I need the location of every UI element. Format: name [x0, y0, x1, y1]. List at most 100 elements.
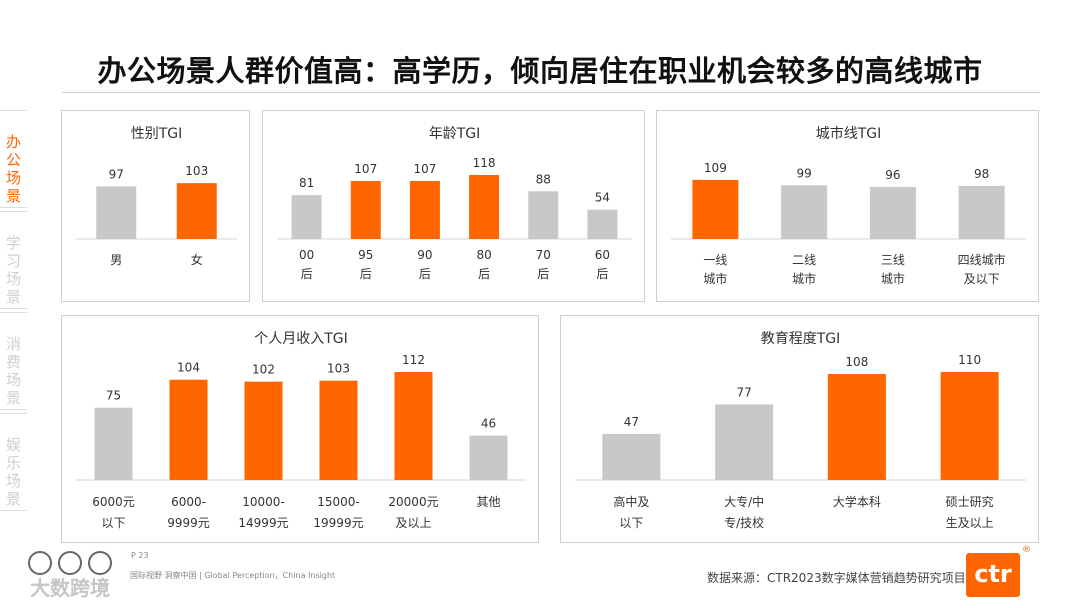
bar	[827, 373, 886, 480]
side-tab-bar: 办公场景 学习场景 消费场景 娱乐场景	[0, 110, 27, 514]
registered-mark: ®	[1022, 545, 1031, 555]
category-label: 高中及	[613, 494, 649, 509]
tgi-chart: 性别TGI 97 男 103 女	[76, 126, 237, 267]
category-label: 三线	[881, 253, 905, 267]
category-label: 90	[417, 248, 432, 262]
side-tab-label: 学习场景	[5, 234, 21, 306]
category-label: 以下	[619, 516, 643, 530]
bar	[528, 191, 559, 239]
data-label: 54	[595, 191, 610, 205]
data-label: 107	[354, 162, 377, 176]
data-label: 81	[299, 176, 314, 190]
side-tab-office[interactable]: 办公场景	[0, 110, 27, 208]
category-label: 后	[360, 267, 372, 281]
data-label: 110	[958, 353, 981, 367]
category-label: 大学本科	[833, 494, 881, 509]
category-label: 一线	[703, 253, 727, 267]
data-label: 97	[109, 167, 124, 181]
city-tier-tgi-panel: 城市线TGI 109 一线 城市 99 二线 城市 96 三线 城市 98 四线城市 及以下	[656, 110, 1039, 302]
category-label: 城市	[792, 271, 816, 286]
category-label: 9999元	[167, 516, 210, 530]
footer-tagline: 国际视野 洞察中国 | Global Perception，China Insi…	[130, 571, 336, 580]
circle-icon	[28, 551, 52, 575]
category-label: 20000元	[388, 495, 438, 509]
page-number: P 23	[131, 551, 149, 560]
bar	[96, 186, 137, 239]
category-label: 14999元	[238, 516, 288, 530]
category-label: 专/技校	[724, 515, 764, 530]
bar	[958, 185, 1005, 239]
bar	[587, 209, 618, 239]
ctr-logo: ctr	[966, 553, 1020, 597]
category-label: 后	[419, 267, 431, 281]
category-label: 其他	[476, 495, 500, 509]
watermark-text: 大数跨境	[30, 576, 110, 600]
category-label: 及以下	[964, 272, 1000, 286]
category-label: 后	[596, 267, 608, 281]
category-label: 80	[476, 248, 491, 262]
tgi-chart: 年龄TGI 81 00 后 107 95 后 107 90 后 118 80 后 88 70 后 54 60 后	[277, 126, 632, 281]
data-label: 109	[704, 161, 727, 175]
chart-title: 性别TGI	[131, 126, 183, 142]
chart-title: 城市线TGI	[816, 125, 882, 142]
data-label: 107	[413, 162, 436, 176]
category-label: 15000-	[317, 495, 360, 509]
category-label: 后	[478, 267, 490, 281]
data-label: 103	[185, 164, 208, 178]
bar	[469, 435, 508, 480]
category-label: 生及以上	[946, 516, 994, 530]
brand-circles	[28, 551, 112, 575]
category-label: 后	[301, 267, 313, 281]
side-tab-study[interactable]: 学习场景	[0, 211, 27, 309]
category-label: 00	[299, 248, 314, 262]
bar	[469, 175, 500, 239]
bar	[602, 433, 661, 480]
education-tgi-panel: 教育程度TGI 47 高中及 以下 77 大专/中 专/技校 108 大学本科 110 硕士研究 生及…	[560, 315, 1039, 543]
data-label: 77	[736, 385, 751, 399]
chart-title: 个人月收入TGI	[254, 331, 348, 347]
data-label: 99	[796, 166, 811, 180]
circle-icon	[88, 551, 112, 575]
bar	[781, 185, 828, 239]
bar	[692, 179, 739, 239]
bar	[291, 195, 322, 239]
title-divider	[62, 92, 1040, 93]
data-label: 88	[536, 172, 551, 186]
bar	[350, 180, 381, 239]
bar	[394, 372, 433, 480]
bar	[869, 186, 916, 239]
bar	[715, 404, 774, 480]
category-label: 70	[536, 248, 551, 262]
data-label: 112	[402, 353, 425, 367]
data-source: 数据来源：CTR2023数字媒体营销趋势研究项目	[707, 571, 966, 585]
page-title: 办公场景人群价值高：高学历，倾向居住在职业机会较多的高线城市	[97, 54, 983, 88]
category-label: 女	[191, 252, 203, 267]
data-label: 75	[106, 389, 121, 403]
category-label: 男	[110, 253, 122, 267]
bar	[244, 381, 283, 480]
category-label: 6000元	[92, 495, 135, 509]
data-label: 102	[252, 363, 275, 377]
data-label: 98	[974, 167, 989, 181]
category-label: 19999元	[313, 516, 363, 530]
bar	[169, 379, 208, 480]
data-label: 103	[327, 362, 350, 376]
category-label: 95	[358, 248, 373, 262]
data-label: 118	[473, 156, 496, 170]
side-tab-entertainment[interactable]: 娱乐场景	[0, 413, 27, 511]
bar	[940, 372, 999, 480]
circle-icon	[58, 551, 82, 575]
category-label: 后	[537, 267, 549, 281]
side-tab-label: 消费场景	[5, 335, 21, 407]
category-label: 城市	[881, 271, 905, 286]
chart-title: 年龄TGI	[429, 126, 481, 142]
side-tab-label: 娱乐场景	[5, 436, 21, 508]
data-label: 104	[177, 361, 200, 375]
bar	[319, 380, 358, 480]
side-tab-shopping[interactable]: 消费场景	[0, 312, 27, 410]
bar	[176, 183, 217, 239]
category-label: 10000-	[242, 495, 285, 509]
